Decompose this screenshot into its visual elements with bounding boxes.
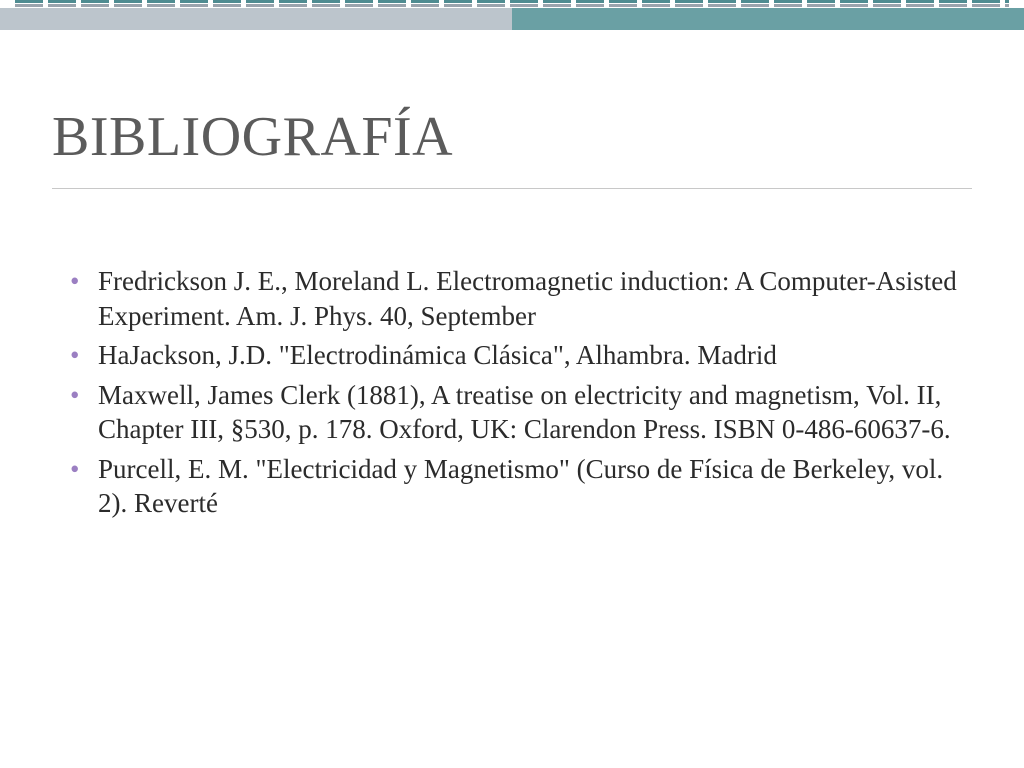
- bibliography-list-container: Fredrickson J. E., Moreland L. Electroma…: [70, 264, 962, 526]
- decorative-top-border: [0, 0, 1024, 34]
- bibliography-list: Fredrickson J. E., Moreland L. Electroma…: [70, 264, 962, 521]
- slide-title: BIBLIOGRAFÍA: [52, 105, 453, 169]
- list-item: Fredrickson J. E., Moreland L. Electroma…: [70, 264, 962, 333]
- list-item: Maxwell, James Clerk (1881), A treatise …: [70, 378, 962, 447]
- solid-band: [0, 8, 1024, 30]
- title-divider: [52, 188, 972, 189]
- list-item: Purcell, E. M. "Electricidad y Magnetism…: [70, 452, 962, 521]
- list-item: HaJackson, J.D. "Electrodinámica Clásica…: [70, 338, 962, 373]
- slide: BIBLIOGRAFÍA Fredrickson J. E., Moreland…: [0, 0, 1024, 768]
